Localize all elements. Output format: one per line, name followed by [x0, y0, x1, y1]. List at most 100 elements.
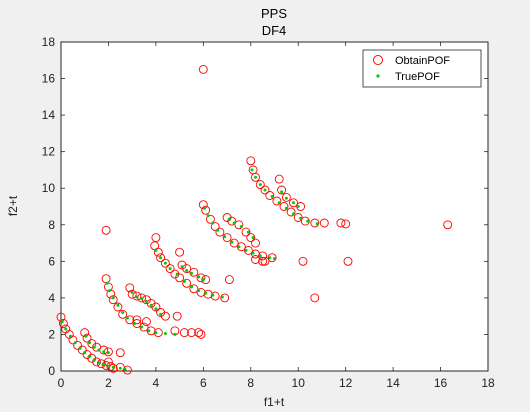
obtainpof-point: [182, 264, 192, 274]
truepof-point: [244, 248, 248, 252]
truepof-point: [254, 175, 257, 179]
truepof-point: [154, 307, 158, 311]
obtainpof-point: [172, 311, 182, 321]
obtainpof-point: [156, 253, 166, 263]
obtainpof-point: [196, 273, 206, 283]
truepof-point: [64, 327, 68, 331]
legend: ObtainPOF TruePOF: [362, 49, 482, 88]
obtainpof-point: [189, 284, 199, 294]
truepof-point: [263, 188, 267, 192]
obtainpof-point: [274, 174, 284, 184]
truepof-point: [88, 341, 91, 345]
truepof-point: [69, 334, 72, 338]
truepof-point: [149, 303, 153, 307]
truepof-point: [130, 290, 134, 294]
axis-ticks: 0 2 4 6 8 10 12 14 16 18 0 2 4 6 8 10 12 14 16 18: [42, 35, 495, 390]
y-tick-label: 4: [48, 291, 55, 305]
truepof-point: [140, 297, 144, 301]
truepof-point: [125, 316, 129, 320]
truepof-point: [108, 289, 112, 293]
truepof-point: [227, 217, 231, 221]
truepof-point: [123, 367, 127, 371]
plot-area: [60, 41, 489, 372]
obtainpof-point: [246, 233, 256, 243]
series-truepof: [60, 168, 319, 371]
obtainpof-point: [310, 218, 320, 228]
truepof-point: [159, 256, 163, 260]
y-axis-label: f2+t: [6, 195, 20, 216]
obtainpof-point: [141, 317, 151, 327]
truepof-point: [203, 206, 206, 210]
truepof-point: [211, 221, 215, 225]
truepof-point: [111, 365, 115, 369]
legend-obtainpof-marker: [373, 55, 383, 65]
truepof-point: [258, 254, 262, 258]
truepof-point: [182, 279, 186, 283]
truepof-point: [168, 267, 172, 271]
obtainpof-point: [196, 329, 206, 339]
truepof-point: [306, 219, 310, 223]
truepof-point: [277, 201, 281, 205]
x-tick-label: 4: [153, 376, 160, 390]
obtainpof-point: [187, 328, 196, 338]
obtainpof-point: [58, 319, 68, 328]
obtainpof-point: [277, 185, 287, 195]
obtainpof-point: [113, 302, 123, 312]
obtainpof-point: [260, 185, 270, 195]
obtainpof-point: [160, 311, 170, 321]
y-tick-label: 16: [42, 72, 56, 86]
truepof-point: [121, 311, 125, 314]
obtainpof-point: [281, 192, 291, 202]
obtainpof-point: [139, 322, 149, 332]
obtainpof-point: [108, 363, 118, 373]
y-tick-label: 0: [48, 364, 55, 378]
truepof-point: [299, 216, 303, 220]
truepof-point: [250, 168, 254, 172]
truepof-point: [78, 346, 82, 350]
data-points: [56, 64, 453, 375]
obtainpof-point: [210, 291, 220, 301]
obtainpof-point: [236, 242, 246, 252]
x-tick-label: 12: [339, 376, 353, 390]
obtainpof-point: [341, 219, 351, 229]
truepof-point: [220, 295, 224, 299]
truepof-point: [118, 366, 122, 370]
truepof-point: [97, 348, 101, 352]
obtainpof-point: [165, 264, 175, 274]
truepof-point: [315, 222, 319, 226]
legend-obtainpof-label: ObtainPOF: [395, 55, 450, 67]
obtainpof-point: [132, 315, 142, 325]
chart-subtitle: DF4: [262, 23, 287, 38]
obtainpof-point: [286, 207, 296, 217]
truepof-point: [60, 320, 64, 324]
obtainpof-point: [132, 319, 142, 328]
truepof-point: [97, 361, 101, 365]
obtainpof-point: [279, 202, 289, 211]
obtainpof-point: [115, 362, 125, 372]
truepof-point: [197, 289, 201, 293]
x-tick-label: 14: [386, 376, 400, 390]
truepof-point: [92, 358, 96, 362]
obtainpof-point: [251, 249, 260, 259]
truepof-point: [239, 225, 243, 229]
obtainpof-point: [160, 258, 170, 268]
truepof-point: [284, 196, 288, 200]
truepof-point: [163, 261, 167, 265]
obtainpof-point: [108, 295, 118, 305]
truepof-point: [251, 236, 255, 240]
truepof-point: [270, 194, 274, 198]
obtainpof-point: [73, 340, 83, 350]
obtainpof-point: [210, 222, 220, 232]
obtainpof-point: [179, 328, 189, 338]
obtainpof-point: [146, 326, 156, 336]
truepof-point: [246, 230, 250, 234]
obtainpof-point: [175, 247, 185, 257]
obtainpof-point: [246, 156, 256, 166]
truepof-point: [230, 240, 234, 244]
obtainpof-point: [125, 283, 135, 293]
obtainpof-point: [229, 238, 239, 248]
obtainpof-point: [153, 328, 163, 338]
truepof-point: [173, 332, 177, 336]
x-tick-label: 2: [105, 376, 112, 390]
